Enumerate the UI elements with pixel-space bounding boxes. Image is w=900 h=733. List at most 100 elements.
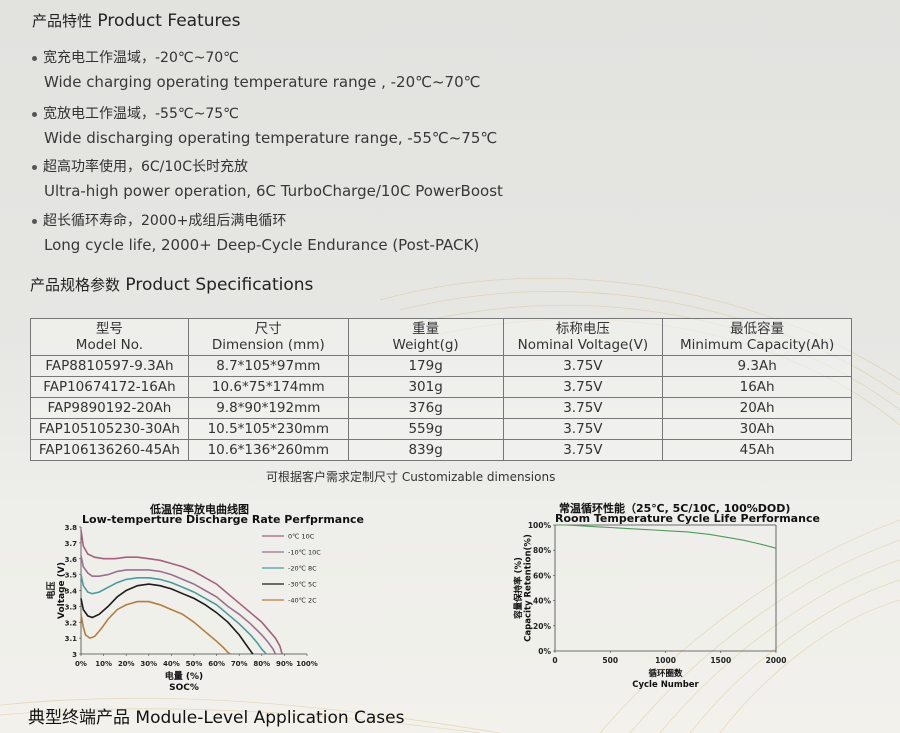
feature-item: 超长循环寿命，2000+成组后满电循环 Long cycle life, 200…: [32, 210, 479, 254]
series-line: [555, 524, 777, 549]
feature-item: 超高功率使用，6C/10C长时充放 Ultra-high power opera…: [32, 156, 503, 200]
feature-cn: 超长循环寿命，2000+成组后满电循环: [43, 213, 287, 229]
features-title-cn: 产品特性: [32, 12, 93, 30]
legend-label: -10℃ 10C: [288, 549, 321, 557]
cell-weight: 376g: [347, 397, 504, 419]
x-tick-label: 50%: [186, 660, 203, 668]
cycle-chart-title-cn: 常温循环性能（25℃, 5C/10C, 100%DOD): [559, 502, 791, 515]
features-title: 产品特性 Product Features: [32, 10, 240, 31]
x-tick-label: 90%: [276, 660, 293, 668]
feature-en: Wide discharging operating temperature r…: [44, 129, 498, 147]
x-tick-label: 1500: [710, 656, 731, 665]
cell-dimension: 10.6*136*260mm: [187, 439, 349, 461]
y-tick-label: 3.4: [65, 588, 78, 596]
y-tick-label: 20%: [533, 622, 551, 631]
y-tick-label: 60%: [533, 571, 551, 580]
y-tick-label: 3.3: [65, 603, 78, 611]
x-tick-label: 0: [552, 656, 557, 665]
y-tick-label: 100%: [528, 521, 552, 530]
cell-capacity: 45Ah: [662, 439, 852, 461]
specs-title: 产品规格参数 Product Specifications: [30, 274, 313, 295]
series-line: [80, 574, 267, 655]
y-tick-label: 40%: [533, 597, 551, 606]
y-tick-label: 0%: [538, 647, 551, 656]
cell-dimension: 9.8*90*192mm: [187, 397, 349, 419]
feature-cn: 宽充电工作温域，-20℃~70℃: [43, 50, 239, 66]
cell-dimension: 8.7*105*97mm: [187, 355, 349, 377]
cell-weight: 839g: [347, 439, 504, 461]
cell-voltage: 3.75V: [502, 376, 664, 398]
x-tick-label: 80%: [253, 660, 270, 668]
table-header-row: 型号 Model No. 尺寸 Dimension (mm) 重量 Weight(g)…: [30, 318, 852, 356]
y-axis-label-cn: 容量保持率 (%): [513, 557, 524, 620]
table-row: FAP8810597-9.3Ah 8.7*105*97mm 179g 3.75V…: [30, 355, 852, 377]
x-tick-label: 2000: [766, 656, 787, 665]
cell-voltage: 3.75V: [502, 418, 664, 440]
legend-label: -20℃ 8C: [288, 565, 317, 573]
cell-dimension: 10.5*105*230mm: [187, 418, 349, 440]
table-row: FAP105105230-30Ah 10.5*105*230mm 559g 3.…: [30, 418, 852, 440]
y-tick-label: 3.5: [65, 572, 78, 580]
y-tick-label: 80%: [533, 546, 551, 555]
spec-table: 型号 Model No. 尺寸 Dimension (mm) 重量 Weight(g)…: [30, 318, 852, 461]
header-model: 型号 Model No.: [30, 318, 189, 356]
x-axis-label-cn: 电量 (%): [165, 670, 203, 682]
header-weight: 重量 Weight(g): [347, 318, 504, 356]
cell-weight: 301g: [347, 376, 504, 398]
applications-title-en: Module-Level Application Cases: [135, 708, 405, 728]
header-capacity: 最低容量 Minimum Capacity(Ah): [662, 318, 852, 356]
bullet-icon: [32, 55, 37, 61]
legend-label: -40℃ 2C: [288, 597, 317, 605]
y-axis-label-cn: 电压: [45, 581, 57, 599]
bullet-icon: [32, 164, 37, 170]
y-tick-label: 3.8: [65, 524, 78, 532]
cell-weight: 559g: [347, 418, 504, 440]
cell-model: FAP8810597-9.3Ah: [30, 355, 189, 377]
x-axis-label: SOC%: [169, 683, 199, 693]
x-axis-label: Cycle Number: [632, 680, 699, 690]
x-tick-label: 30%: [140, 660, 157, 668]
y-tick-label: 3.7: [65, 540, 78, 548]
x-tick-label: 100%: [296, 660, 318, 668]
cell-model: FAP9890192-20Ah: [30, 397, 189, 419]
x-tick-label: 60%: [208, 660, 225, 668]
cell-voltage: 3.75V: [502, 397, 664, 419]
cycle-chart: 0 500 1000 1500 2000 0% 20% 40% 60% 80% 100% 容量保持率 …: [513, 521, 787, 690]
discharge-chart: 0% 10% 20% 30% 40% 50% 60% 70% 80% 90% 100% 3 3.1 3.2…: [45, 524, 321, 693]
feature-en: Wide charging operating temperature rang…: [44, 73, 481, 91]
specs-title-en: Product Specifications: [125, 275, 314, 295]
y-axis-label: Voltage (V): [57, 562, 67, 619]
discharge-chart-title-cn: 低温倍率放电曲线图: [150, 503, 249, 516]
feature-item: 宽充电工作温域，-20℃~70℃ Wide charging operating…: [32, 47, 480, 91]
legend-label: 0℃ 10C: [288, 533, 315, 541]
applications-title-cn: 典型终端产品: [28, 708, 130, 728]
x-tick-label: 500: [602, 656, 618, 665]
feature-item: 宽放电工作温域，-55℃~75℃ Wide discharging operat…: [32, 103, 497, 147]
customizable-note: 可根据客户需求定制尺寸 Customizable dimensions: [266, 470, 556, 484]
bullet-icon: [32, 111, 37, 117]
specs-title-cn: 产品规格参数: [30, 276, 121, 294]
series-line: [80, 583, 254, 655]
features-title-en: Product Features: [97, 11, 241, 31]
cell-capacity: 16Ah: [662, 376, 852, 398]
feature-en: Ultra-high power operation, 6C TurboChar…: [44, 182, 503, 200]
applications-title: 典型终端产品 Module-Level Application Cases: [28, 703, 404, 728]
cell-weight: 179g: [347, 355, 504, 377]
x-tick-label: 1000: [655, 656, 676, 665]
x-axis-label-cn: 循环圈数: [648, 668, 683, 679]
feature-en: Long cycle life, 2000+ Deep-Cycle Endura…: [44, 236, 480, 254]
y-tick-label: 3: [72, 651, 77, 659]
x-tick-label: 70%: [231, 660, 248, 668]
cell-voltage: 3.75V: [502, 355, 664, 377]
series-line: [80, 530, 283, 655]
x-tick-label: 0%: [75, 660, 87, 668]
y-tick-label: 3.1: [65, 635, 78, 643]
bullet-icon: [32, 218, 37, 224]
cell-model: FAP106136260-45Ah: [30, 439, 189, 461]
cell-dimension: 10.6*75*174mm: [187, 376, 349, 398]
table-row: FAP9890192-20Ah 9.8*90*192mm 376g 3.75V …: [30, 397, 852, 419]
x-tick-label: 40%: [163, 660, 180, 668]
header-voltage: 标称电压 Nominal Voltage(V): [502, 318, 664, 356]
cell-capacity: 20Ah: [662, 397, 852, 419]
cell-capacity: 30Ah: [662, 418, 852, 440]
